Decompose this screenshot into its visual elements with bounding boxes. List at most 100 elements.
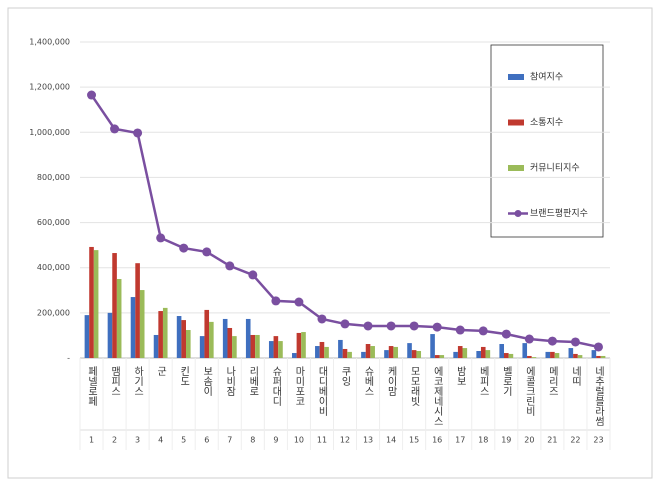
rank-label: 2 <box>112 436 117 445</box>
bar <box>324 346 329 358</box>
bar <box>434 355 440 358</box>
bar <box>591 350 597 358</box>
bar <box>485 350 491 358</box>
line-marker <box>455 325 465 335</box>
rank-label: 10 <box>294 436 304 445</box>
line-marker <box>87 90 97 100</box>
bar <box>407 343 412 358</box>
x-tick-label: 군 <box>155 366 167 376</box>
bar <box>365 344 371 358</box>
rank-label: 8 <box>250 436 255 445</box>
rank-label: 6 <box>204 436 209 445</box>
bar <box>296 332 302 358</box>
x-tick-label: 베피스 <box>477 366 489 396</box>
x-tick-label: 하기스 <box>132 365 144 396</box>
bar <box>245 318 251 358</box>
x-tick-label: 페넬로페 <box>86 366 98 407</box>
bar <box>522 343 528 358</box>
bar <box>453 351 458 358</box>
legend-swatch <box>508 74 524 80</box>
bar <box>554 353 560 358</box>
rank-label: 14 <box>386 436 396 445</box>
line-marker <box>501 329 511 339</box>
y-tick-label: 200,000 <box>37 308 70 317</box>
bar <box>504 353 509 358</box>
legend-swatch <box>514 210 522 217</box>
bar <box>232 336 237 358</box>
line-marker <box>271 296 281 306</box>
x-tick-label: 슈퍼대디 <box>270 366 282 407</box>
bar <box>153 334 159 358</box>
bar <box>361 351 366 358</box>
y-tick-label: 800,000 <box>37 173 70 182</box>
line-marker <box>409 321 419 331</box>
bar <box>499 344 505 358</box>
bar <box>89 246 94 358</box>
line-marker <box>225 261 235 271</box>
rank-label: 18 <box>478 436 488 445</box>
bar <box>162 307 168 358</box>
line-marker <box>110 124 120 134</box>
bar <box>227 327 233 358</box>
rank-label: 9 <box>273 436 278 445</box>
x-tick-label: 케이맘 <box>385 366 397 396</box>
bar <box>319 341 325 358</box>
rank-label: 19 <box>501 436 511 445</box>
x-tick-label: 보솜이 <box>201 366 213 397</box>
rank-label: 7 <box>227 436 232 445</box>
bar <box>181 320 186 358</box>
x-tick-label: 킨도 <box>178 366 190 386</box>
bar <box>480 346 486 358</box>
bar <box>527 355 532 358</box>
line-marker <box>593 342 603 352</box>
bar <box>550 351 555 358</box>
legend-label: 브랜드평판지수 <box>530 208 588 219</box>
line-marker <box>386 321 396 331</box>
rank-label: 15 <box>409 436 419 445</box>
x-tick-label: 모모래빗 <box>408 366 420 407</box>
bar <box>430 334 435 358</box>
legend-label: 소통지수 <box>530 117 563 128</box>
bar <box>338 339 343 358</box>
bar <box>342 348 348 358</box>
bar <box>573 353 578 358</box>
y-tick-label: 1,000,000 <box>29 128 70 137</box>
bar <box>278 341 283 358</box>
bar <box>457 346 463 358</box>
bar <box>185 330 191 358</box>
rank-label: 1 <box>89 436 94 445</box>
legend-label: 참여지수 <box>530 71 563 83</box>
bar <box>545 351 551 358</box>
legend-swatch <box>508 165 524 171</box>
bar <box>393 346 398 358</box>
line-marker <box>570 337 580 347</box>
bar <box>531 357 537 358</box>
bar <box>411 350 417 358</box>
bar <box>577 355 583 358</box>
x-tick-label: 마미포코 <box>293 366 305 406</box>
x-tick-label: 슈베스 <box>362 366 374 396</box>
x-tick-label: 쿠잉 <box>339 366 351 386</box>
x-tick-label: 에콜크린비 <box>523 366 535 417</box>
line-marker <box>524 334 534 344</box>
bar <box>416 351 422 358</box>
line-marker <box>317 314 327 324</box>
line-marker <box>363 321 373 331</box>
y-tick-label: 1,400,000 <box>29 38 70 47</box>
bar <box>596 355 601 358</box>
bar <box>116 279 122 358</box>
bar <box>347 351 352 358</box>
bar <box>204 309 210 358</box>
bar <box>93 250 99 358</box>
bar <box>384 350 389 358</box>
bar <box>135 263 140 358</box>
rank-label: 12 <box>340 436 350 445</box>
bar <box>209 321 214 358</box>
bar <box>508 353 514 358</box>
bar <box>139 290 145 358</box>
rank-label: 22 <box>570 436 580 445</box>
x-tick-label: 메리즈 <box>546 366 558 396</box>
bar <box>222 318 228 358</box>
bar <box>158 311 163 358</box>
